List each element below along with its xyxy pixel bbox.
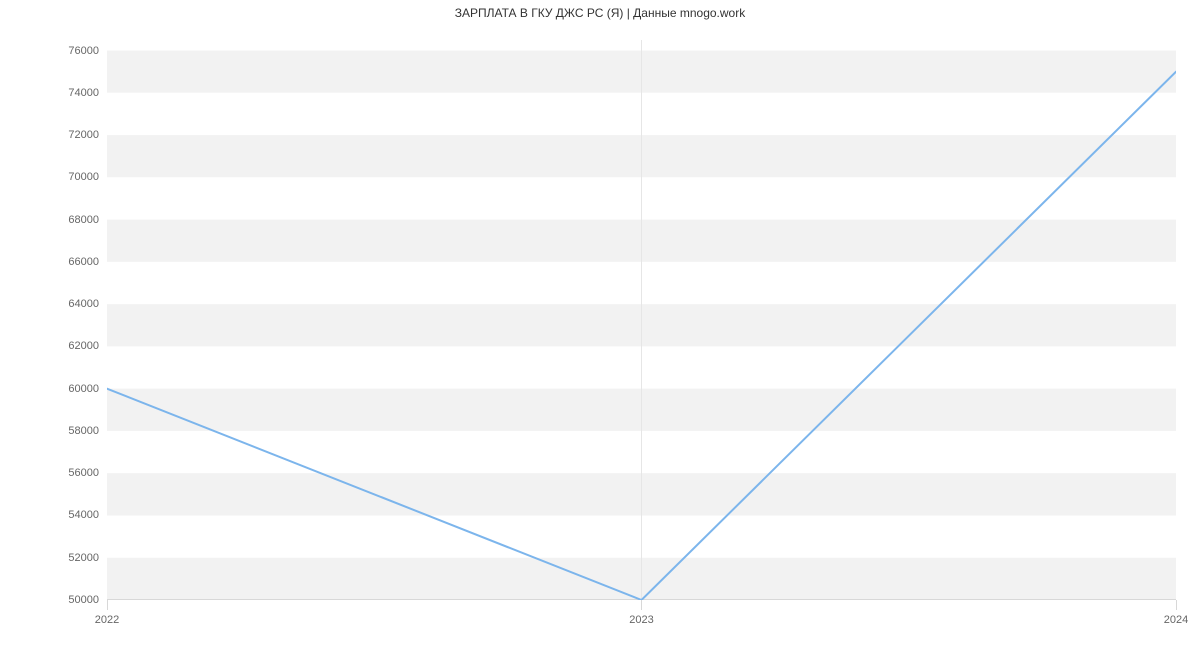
y-tick-label: 74000: [68, 87, 99, 99]
x-tick-label: 2023: [629, 614, 653, 626]
y-tick-label: 58000: [68, 425, 99, 437]
y-tick-label: 72000: [68, 129, 99, 141]
y-tick-label: 68000: [68, 214, 99, 226]
plot-area: [107, 40, 1176, 600]
y-tick-label: 50000: [68, 594, 99, 606]
chart-title: ЗАРПЛАТА В ГКУ ДЖС РС (Я) | Данные mnogo…: [0, 6, 1200, 20]
y-tick-label: 54000: [68, 509, 99, 521]
y-tick-label: 70000: [68, 171, 99, 183]
y-tick-label: 60000: [68, 383, 99, 395]
x-tick-mark: [1176, 600, 1177, 610]
x-tick-mark: [641, 600, 642, 610]
y-tick-label: 52000: [68, 552, 99, 564]
y-tick-label: 66000: [68, 256, 99, 268]
y-tick-label: 56000: [68, 467, 99, 479]
x-tick-mark: [107, 600, 108, 610]
y-tick-label: 62000: [68, 340, 99, 352]
x-tick-label: 2024: [1164, 614, 1188, 626]
x-tick-label: 2022: [95, 614, 119, 626]
plot-svg: [107, 40, 1176, 600]
salary-line-chart: ЗАРПЛАТА В ГКУ ДЖС РС (Я) | Данные mnogo…: [0, 0, 1200, 650]
y-tick-label: 76000: [68, 45, 99, 57]
y-tick-label: 64000: [68, 298, 99, 310]
